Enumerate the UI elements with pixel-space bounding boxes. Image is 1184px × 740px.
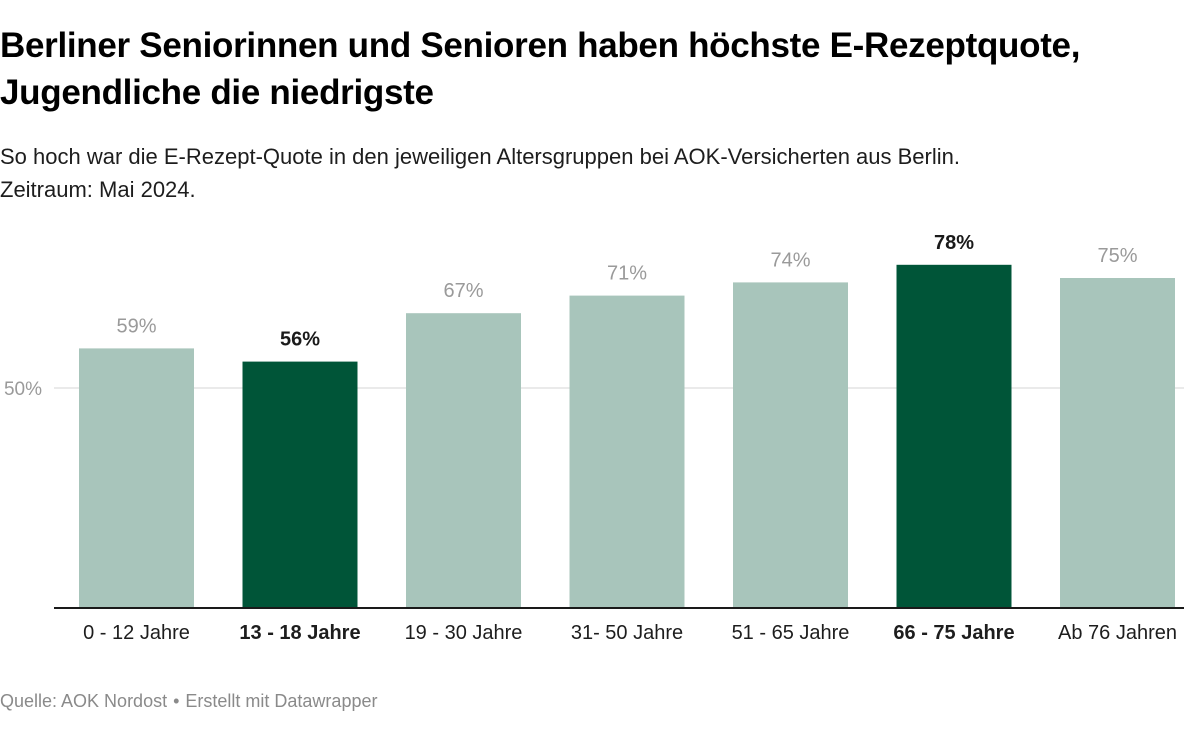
value-labels: 59% 56% 67% 71% 74% 78% 75% — [116, 232, 1137, 351]
bar-chart: 50% 59% 56% 67% 71% 74% 78% 75% 0 - 12 Jahre 13… — [4, 232, 1184, 644]
source-label: Quelle: AOK Nordost — [0, 691, 168, 711]
value-label: 75% — [1097, 245, 1137, 267]
chart-title: Berliner Seniorinnen und Senioren haben … — [0, 26, 1081, 112]
credit-label: Erstellt mit Datawrapper — [185, 691, 378, 711]
x-tick-label: 0 - 12 Jahre — [83, 622, 190, 644]
bars — [79, 264, 1175, 608]
value-label: 59% — [116, 315, 156, 337]
footer: Quelle: AOK Nordost • Erstellt mit Datawra… — [0, 691, 377, 712]
value-label: 56% — [280, 329, 320, 351]
bar — [1060, 278, 1175, 608]
x-tick-label: 19 - 30 Jahre — [405, 622, 523, 644]
x-axis: 0 - 12 Jahre 13 - 18 Jahre 19 - 30 Jahre 31… — [54, 607, 1184, 644]
value-label: 78% — [934, 232, 974, 254]
bar — [569, 295, 685, 608]
bar — [79, 348, 194, 608]
x-tick-label: 13 - 18 Jahre — [239, 622, 360, 644]
y-tick-label: 50% — [4, 379, 42, 400]
value-label: 71% — [607, 263, 647, 285]
value-label: 67% — [443, 280, 483, 302]
x-tick-label: 31- 50 Jahre — [571, 622, 683, 644]
chart-subtitle: So hoch war die E-Rezept-Quote in den je… — [0, 144, 960, 202]
bar — [242, 361, 358, 608]
bar — [406, 313, 521, 608]
bar — [896, 264, 1012, 608]
x-tick-label: 51 - 65 Jahre — [732, 622, 850, 644]
x-tick-label: 66 - 75 Jahre — [893, 622, 1014, 644]
x-tick-label: Ab 76 Jahren — [1058, 622, 1177, 644]
footer-separator: • — [173, 691, 180, 711]
bar — [733, 282, 848, 608]
value-label: 74% — [770, 249, 810, 271]
